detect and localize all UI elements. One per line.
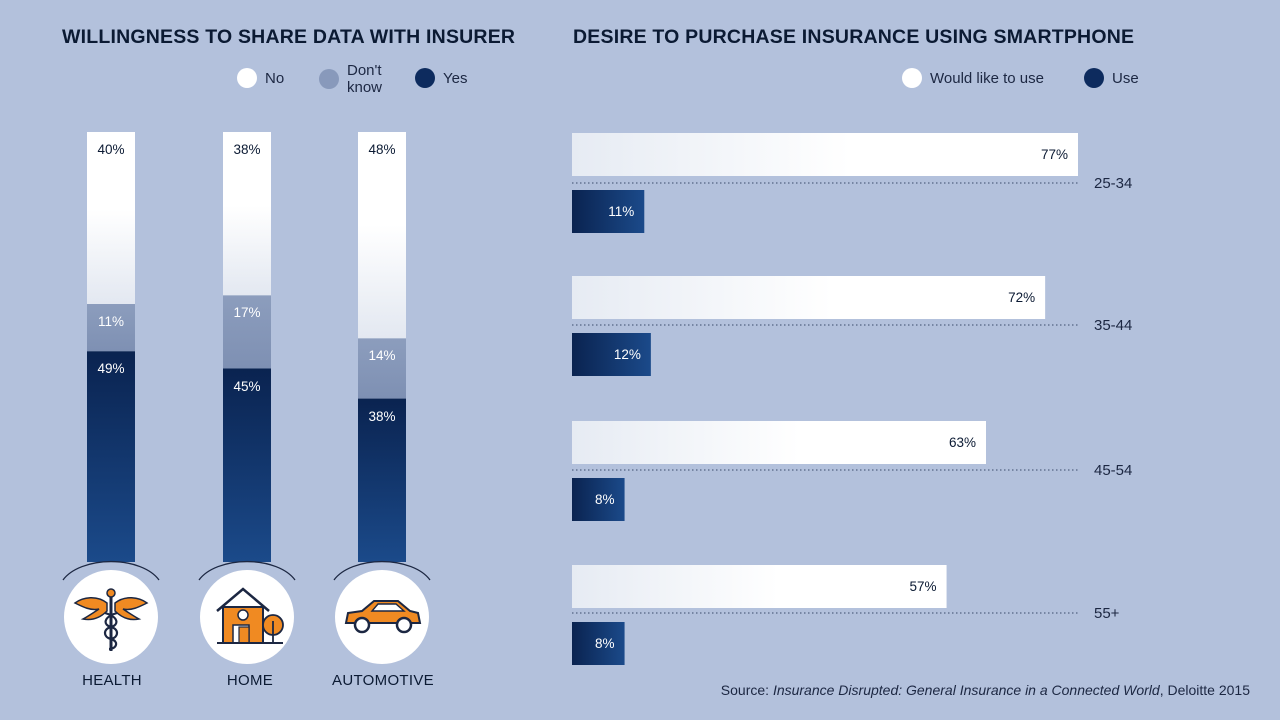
bar-value-label: 14% [368,348,396,364]
bar-segment-dont-know [87,304,135,352]
caduceus-icon [73,588,149,651]
legend-item-use: Use [1084,68,1139,88]
bar-segment-yes [87,351,135,562]
bar-value-label: 17% [233,305,261,321]
source-title: Insurance Disrupted: General Insurance i… [772,682,1160,698]
legend-item-would-like-to-use: Would like to use [902,68,1044,88]
age-group-label: 25-34 [1094,175,1133,192]
legend-item-dont-know: Don't know [319,62,393,96]
bar-value-label: 48% [368,142,396,157]
legend-label-dont-know: Don't know [347,62,383,96]
bar-value-label: 12% [613,347,641,362]
icon-arc [198,560,296,581]
bar-segment-no [358,132,406,339]
bar-use [572,478,625,521]
age-group-label: 45-54 [1094,462,1133,479]
car-icon [344,600,422,634]
legend-swatch-no [237,68,257,88]
house-icon [216,587,284,644]
legend-item-yes: Yes [415,68,467,88]
stacked-bar-chart [62,132,431,664]
bar-segment-dont-know [223,295,271,369]
bar-segment-yes [358,398,406,562]
bar-value-label: 38% [233,142,261,157]
right-chart-title: DESIRE TO PURCHASE INSURANCE USING SMART… [573,26,1135,48]
bar-value-label: 11% [97,314,125,329]
bar-segment-no [223,132,271,296]
icon-arc [333,560,431,581]
age-group-label: 35-44 [1094,317,1133,334]
bar-value-label: 8% [595,636,615,651]
bar-value-label: 8% [595,492,615,507]
legend-label-no: No [265,69,285,87]
source-note: Source: Insurance Disrupted: General Ins… [721,682,1250,698]
legend-label-use: Use [1112,69,1139,87]
category-label-health: HEALTH [82,672,142,689]
icon-arc [62,560,160,581]
bar-segment-dont-know [358,338,406,399]
bar-value-label: 57% [909,579,937,594]
bar-value-label: 45% [233,378,261,394]
legend-label-would-like: Would like to use [930,69,1044,87]
legend-item-no: No [237,68,284,88]
left-chart-title: WILLINGNESS TO SHARE DATA WITH INSURER [62,26,516,48]
bar-value-label: 72% [1008,290,1036,305]
bar-value-label: 11% [608,204,635,219]
bar-value-label: 49% [97,361,125,377]
bar-value-label: 38% [368,408,396,424]
horizontal-bar-chart [572,133,1080,665]
bar-value-label: 40% [97,142,125,157]
bar-value-label: 77% [1040,147,1068,162]
bar-would-like-to-use [572,421,986,464]
bar-would-like-to-use [572,133,1078,176]
bar-segment-yes [223,368,271,562]
legend-swatch-dont-know [319,69,339,89]
legend-label-yes: Yes [443,69,468,87]
bar-value-label: 63% [948,435,976,450]
legend-swatch-would-like [902,68,922,88]
age-group-label: 55+ [1094,605,1120,622]
bar-segment-no [87,132,135,304]
source-prefix: Source: [720,682,773,698]
source-suffix: , Deloitte 2015 [1159,682,1250,698]
legend-swatch-use [1084,68,1104,88]
bar-would-like-to-use [572,276,1046,319]
bar-would-like-to-use [572,565,947,608]
category-label-automotive: AUTOMOTIVE [332,672,434,689]
category-label-home: HOME [226,672,274,689]
bar-use [572,333,651,376]
bar-use [572,622,625,665]
legend-swatch-yes [415,68,435,88]
bar-use [572,190,645,233]
